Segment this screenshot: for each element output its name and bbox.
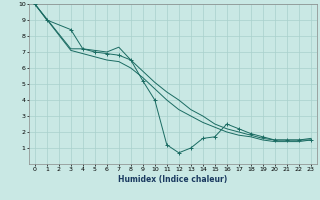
X-axis label: Humidex (Indice chaleur): Humidex (Indice chaleur) (118, 175, 228, 184)
